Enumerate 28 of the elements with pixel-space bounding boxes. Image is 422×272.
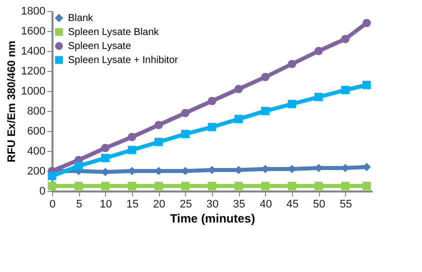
y-tick-label: 200 (27, 166, 46, 178)
y-tick-label: 1400 (21, 46, 46, 58)
y-tick-label: 1600 (21, 26, 46, 38)
y-tick-label: 0 (39, 186, 46, 198)
y-tick-label: 1800 (21, 6, 46, 18)
x-tick-label: 50 (313, 198, 326, 210)
y-tick-label: 1200 (21, 66, 46, 78)
x-tick-label: 35 (233, 198, 246, 210)
x-tick-label: 40 (260, 198, 272, 210)
y-axis-title: RFU Ex/Em 380/460 nm (6, 40, 18, 162)
x-axis-title: Time (minutes) (170, 212, 256, 226)
x-tick-label: 0 (49, 198, 56, 210)
legend-label: Spleen Lysate + Inhibitor (68, 55, 179, 66)
x-tick-label: 55 (340, 198, 352, 210)
y-tick-label: 1000 (21, 86, 46, 98)
x-tick-label: 25 (180, 198, 192, 210)
x-tick-label: 10 (100, 198, 112, 210)
x-tick-label: 30 (206, 198, 219, 210)
x-tick-label: 20 (153, 198, 166, 210)
x-tick-label: 5 (76, 198, 82, 210)
legend-label: Blank (68, 13, 94, 24)
y-tick-label: 400 (27, 146, 46, 158)
legend-label: Spleen Lysate Blank (68, 27, 160, 38)
y-tick-label: 800 (27, 106, 46, 118)
legend-label: Spleen Lysate (68, 41, 132, 52)
x-tick-label: 45 (286, 198, 299, 210)
x-tick-label: 15 (126, 198, 139, 210)
y-tick-label: 600 (27, 126, 46, 138)
